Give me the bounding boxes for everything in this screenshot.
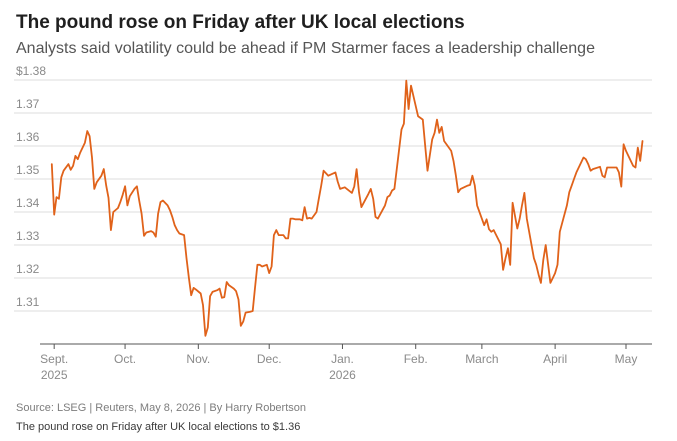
y-tick-label: 1.34 <box>16 196 40 210</box>
x-tick-label: Dec. <box>257 352 282 366</box>
y-tick-label: 1.31 <box>16 295 40 309</box>
y-tick-label: $1.38 <box>16 64 46 78</box>
gridlines <box>14 79 652 312</box>
chart-caption: The pound rose on Friday after UK local … <box>16 421 301 433</box>
y-tick-label: 1.32 <box>16 262 40 276</box>
x-tick-label: Feb. <box>404 352 428 366</box>
x-tick-label: May <box>615 352 638 366</box>
y-axis-ticks: 1.31 1.32 1.33 1.34 1.35 1.36 1.37 $1.38 <box>16 64 46 309</box>
chart-title: The pound rose on Friday after UK local … <box>16 12 465 33</box>
x-tick-label: Sept. <box>40 352 68 366</box>
y-tick-label: 1.36 <box>16 130 40 144</box>
x-tick-label: April <box>543 352 567 366</box>
x-tick-year-label: 2026 <box>329 368 356 382</box>
gbp-usd-series-line <box>50 79 644 337</box>
line-chart: 1.31 1.32 1.33 1.34 1.35 1.36 1.37 $1.38 Sept. 2… <box>14 64 652 382</box>
x-tick-label: Nov. <box>186 352 210 366</box>
x-tick-label: March <box>465 352 498 366</box>
y-tick-label: 1.37 <box>16 97 40 111</box>
y-tick-label: 1.35 <box>16 163 40 177</box>
source-note: Source: LSEG | Reuters, May 8, 2026 | By… <box>16 402 307 414</box>
x-tick-year-label: 2025 <box>41 368 68 382</box>
x-tick-label: Oct. <box>114 352 136 366</box>
series-layer <box>50 79 644 337</box>
x-tick-label: Jan. <box>331 352 354 366</box>
chart-subtitle: Analysts said volatility could be ahead … <box>16 40 595 57</box>
x-axis: Sept. 2025 Oct. Nov. Dec. Jan. 2026 Feb. March Ap… <box>40 343 652 382</box>
y-tick-label: 1.33 <box>16 229 40 243</box>
